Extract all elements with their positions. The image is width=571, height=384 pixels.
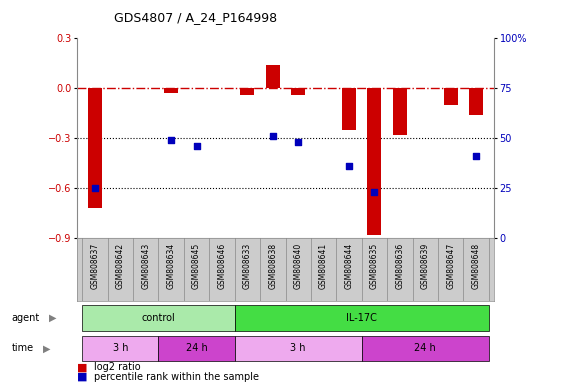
Text: GSM808639: GSM808639 (421, 243, 430, 290)
Bar (444, 88, 458, 105)
Bar (235, 305, 489, 331)
Text: GSM808645: GSM808645 (192, 243, 201, 290)
Point (344, 163, 353, 169)
Text: GSM808636: GSM808636 (395, 243, 404, 290)
Text: GSM808647: GSM808647 (446, 243, 455, 290)
Text: GSM808646: GSM808646 (218, 243, 227, 290)
Text: GSM808641: GSM808641 (319, 243, 328, 289)
Text: GSM808644: GSM808644 (344, 243, 353, 290)
Text: GSM808640: GSM808640 (293, 243, 303, 290)
Bar (240, 88, 254, 95)
Bar (342, 88, 356, 130)
Text: 3 h: 3 h (291, 343, 306, 354)
Bar (368, 88, 381, 235)
Text: 3 h: 3 h (112, 343, 128, 354)
Point (192, 143, 201, 149)
Text: GSM808642: GSM808642 (116, 243, 125, 289)
Bar (82, 305, 235, 331)
Text: GSM808634: GSM808634 (167, 243, 176, 290)
Text: IL-17C: IL-17C (347, 313, 377, 323)
Bar (469, 88, 483, 115)
Point (268, 133, 278, 139)
Text: GSM808633: GSM808633 (243, 243, 252, 290)
Text: time: time (11, 343, 34, 354)
Bar (88, 88, 102, 208)
Text: GSM808638: GSM808638 (268, 243, 278, 289)
Text: ■: ■ (77, 362, 91, 372)
Bar (235, 336, 362, 361)
Bar (82, 336, 158, 361)
Text: ■: ■ (77, 372, 91, 382)
Bar (362, 336, 489, 361)
Point (90, 185, 99, 191)
Bar (291, 88, 305, 95)
Point (472, 153, 481, 159)
Text: agent: agent (11, 313, 39, 323)
Point (293, 139, 303, 145)
Text: log2 ratio: log2 ratio (94, 362, 141, 372)
Bar (164, 88, 178, 93)
Bar (158, 336, 235, 361)
Bar (266, 65, 280, 88)
Text: ▶: ▶ (43, 343, 50, 354)
Text: GSM808637: GSM808637 (90, 243, 99, 290)
Text: GSM808643: GSM808643 (141, 243, 150, 290)
Text: GDS4807 / A_24_P164998: GDS4807 / A_24_P164998 (114, 12, 278, 25)
Text: ▶: ▶ (49, 313, 56, 323)
Bar (393, 88, 407, 135)
Text: GSM808635: GSM808635 (370, 243, 379, 290)
Text: control: control (142, 313, 175, 323)
Text: 24 h: 24 h (415, 343, 436, 354)
Text: 24 h: 24 h (186, 343, 207, 354)
Point (167, 137, 176, 143)
Point (370, 189, 379, 195)
Text: GSM808648: GSM808648 (472, 243, 481, 289)
Text: percentile rank within the sample: percentile rank within the sample (94, 372, 259, 382)
